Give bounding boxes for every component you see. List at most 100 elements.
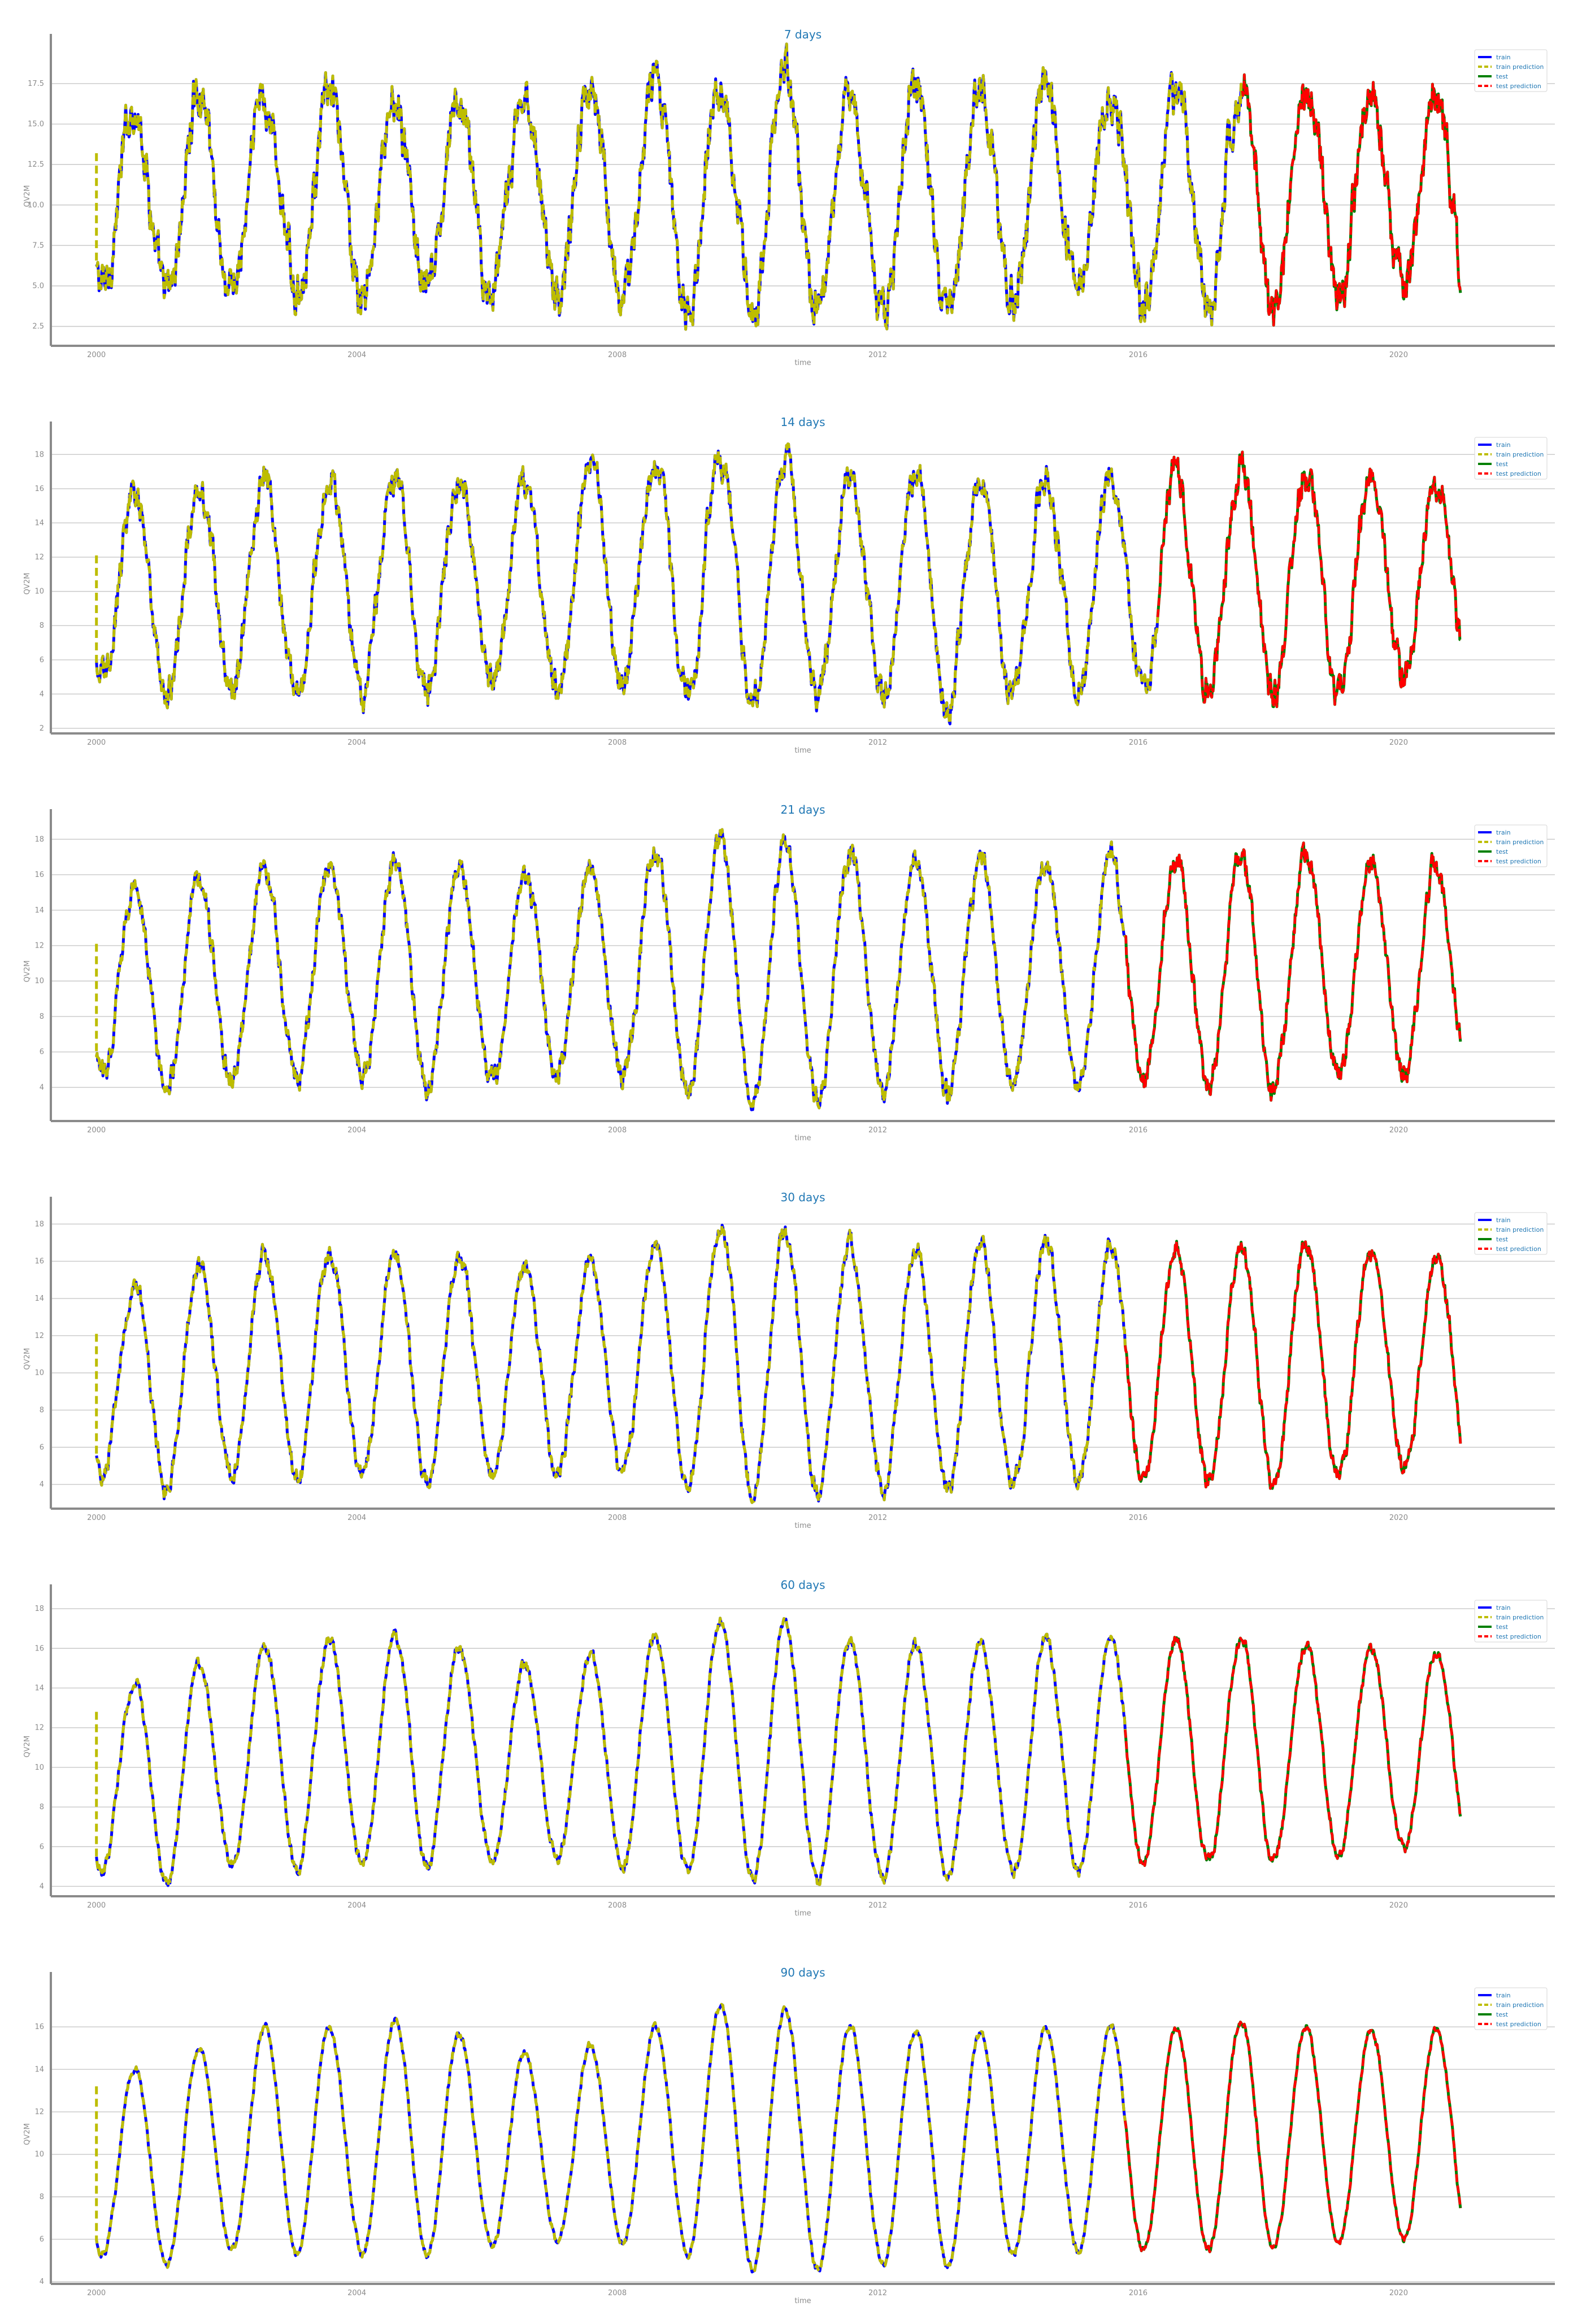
train-line <box>95 1223 1127 1504</box>
x-tick-label: 2000 <box>87 1901 106 1910</box>
y-tick-label: 14 <box>34 519 44 527</box>
y-tick-label: 4 <box>40 1480 44 1489</box>
y-tick-label: 6 <box>40 1443 44 1452</box>
x-tick-label: 2008 <box>608 351 627 359</box>
x-tick-label: 2004 <box>347 739 366 747</box>
y-tick-label: 2.5 <box>32 323 44 331</box>
x-axis-label: time <box>794 359 811 367</box>
x-tick-label: 2000 <box>87 351 106 359</box>
legend: train train prediction test test prediction <box>1474 437 1548 480</box>
chart-title: 60 days <box>780 1578 825 1592</box>
legend-box <box>1474 49 1548 92</box>
x-tick-label: 2020 <box>1389 1514 1408 1522</box>
y-tick-label: 16 <box>34 1257 44 1266</box>
y-tick-label: 10 <box>34 588 44 596</box>
y-tick-label: 12 <box>34 553 44 562</box>
legend: train train prediction test test prediction <box>1474 1600 1548 1643</box>
y-tick-label: 16 <box>34 1644 44 1653</box>
y-tick-label: 6 <box>40 656 44 664</box>
legend-label: train prediction <box>1496 1226 1544 1233</box>
test-prediction-line <box>1241 73 1462 327</box>
chart-title: 14 days <box>780 415 825 429</box>
x-tick-label: 2016 <box>1129 351 1148 359</box>
x-tick-label: 2020 <box>1389 2289 1408 2297</box>
chart-title: 30 days <box>780 1191 825 1204</box>
x-tick-label: 2004 <box>347 351 366 359</box>
legend-label: test <box>1496 1623 1509 1631</box>
x-axis-label: time <box>794 1134 811 1143</box>
y-tick-label: 14 <box>34 1295 44 1303</box>
train-line <box>95 2002 1127 2274</box>
y-tick-label: 14 <box>34 906 44 915</box>
legend-label: test <box>1496 2011 1509 2018</box>
x-tick-label: 2016 <box>1129 739 1148 747</box>
y-tick-label: 16 <box>34 871 44 879</box>
legend: train train prediction test test prediction <box>1474 1987 1548 2030</box>
x-tick-label: 2012 <box>868 739 887 747</box>
x-tick-label: 2004 <box>347 1126 366 1135</box>
y-tick-label: 18 <box>34 1220 44 1228</box>
legend-label: train <box>1496 1217 1511 1224</box>
test-prediction-line <box>1124 1240 1462 1490</box>
train-prediction-line <box>95 828 1127 1111</box>
test-prediction-line <box>1124 841 1462 1102</box>
chart-panel-5: 60 days 4 6 8 10 12 14 16 18 2000 2004 2008 2012 2016… <box>23 1578 1555 1918</box>
legend-box <box>1474 1600 1548 1643</box>
legend-label: test <box>1496 1236 1509 1243</box>
x-tick-label: 2000 <box>87 1126 106 1135</box>
train-prediction-line <box>95 42 1244 331</box>
test-prediction-line <box>1124 2021 1462 2253</box>
chart-panel-3: 21 days 4 6 8 10 12 14 16 18 2000 2004 2008 2012 2016… <box>23 803 1555 1143</box>
chart-title: 7 days <box>784 28 822 41</box>
legend-label: train <box>1496 441 1511 449</box>
legend-label: test prediction <box>1496 82 1541 90</box>
x-tick-label: 2020 <box>1389 1901 1408 1910</box>
y-tick-label: 10 <box>34 1369 44 1378</box>
legend: train train prediction test test prediction <box>1474 1212 1548 1255</box>
y-tick-label: 18 <box>34 1605 44 1613</box>
y-axis-label: QV2M <box>23 185 32 207</box>
x-tick-label: 2004 <box>347 1514 366 1522</box>
y-tick-label: 8 <box>40 622 44 630</box>
y-tick-label: 6 <box>40 2235 44 2244</box>
y-axis-label: QV2M <box>23 2123 32 2145</box>
chart-title: 21 days <box>780 803 825 816</box>
y-tick-label: 12 <box>34 1724 44 1732</box>
legend: train train prediction test test prediction <box>1474 824 1548 867</box>
x-tick-label: 2020 <box>1389 351 1408 359</box>
legend-label: test prediction <box>1496 470 1541 477</box>
y-tick-label: 8 <box>40 1406 44 1415</box>
y-tick-label: 8 <box>40 2193 44 2201</box>
train-line <box>95 1617 1127 1887</box>
x-tick-label: 2012 <box>868 1126 887 1135</box>
x-tick-label: 2004 <box>347 1901 366 1910</box>
x-tick-label: 2004 <box>347 2289 366 2297</box>
y-tick-label: 4 <box>40 2278 44 2286</box>
x-tick-label: 2012 <box>868 2289 887 2297</box>
x-tick-label: 2016 <box>1129 1514 1148 1522</box>
y-tick-label: 10 <box>34 1763 44 1772</box>
chart-panel-6: 90 days 4 6 8 10 12 14 16 2000 2004 2008 2012 2016 20… <box>23 1966 1555 2305</box>
test-line <box>1123 1240 1462 1490</box>
legend-label: train <box>1496 829 1511 836</box>
legend-label: test prediction <box>1496 1633 1541 1640</box>
legend-label: test prediction <box>1496 858 1541 865</box>
train-line <box>95 828 1127 1111</box>
y-axis-label: QV2M <box>23 1348 32 1370</box>
y-tick-label: 5.0 <box>32 282 44 290</box>
y-tick-label: 12 <box>34 942 44 950</box>
y-tick-label: 12 <box>34 1332 44 1340</box>
y-tick-label: 4 <box>40 1882 44 1891</box>
y-tick-label: 4 <box>40 690 44 698</box>
y-tick-label: 14 <box>34 1684 44 1692</box>
y-tick-label: 14 <box>34 2065 44 2074</box>
x-tick-label: 2016 <box>1129 2289 1148 2297</box>
x-tick-label: 2020 <box>1389 739 1408 747</box>
x-tick-label: 2016 <box>1129 1901 1148 1910</box>
test-prediction-line <box>1156 450 1462 708</box>
x-tick-label: 2012 <box>868 351 887 359</box>
legend: train train prediction test test prediction <box>1474 49 1548 92</box>
x-tick-label: 2008 <box>608 2289 627 2297</box>
legend-label: train prediction <box>1496 839 1544 846</box>
